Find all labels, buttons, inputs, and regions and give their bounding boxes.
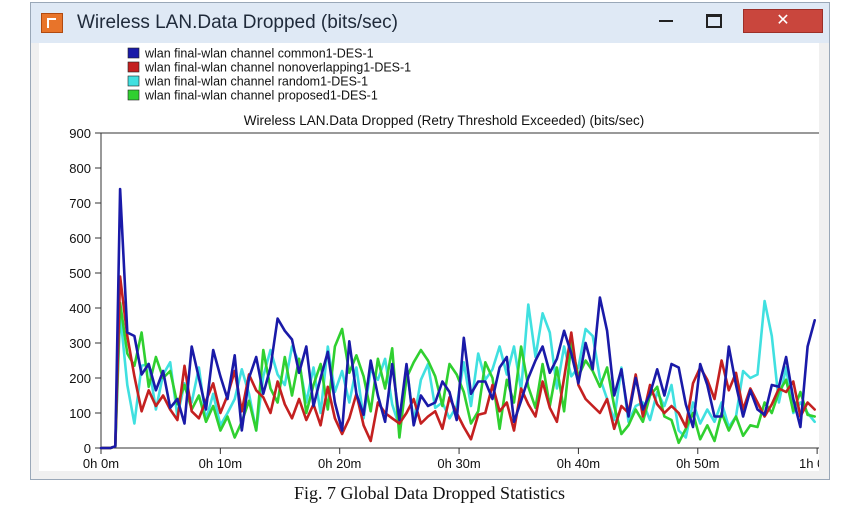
y-tick-label: 600 xyxy=(69,231,91,246)
y-tick-label: 200 xyxy=(69,371,91,386)
legend-swatch xyxy=(127,75,140,87)
chart-svg: Wireless LAN.Data Dropped (Retry Thresho… xyxy=(39,43,819,471)
x-tick-label: 0h 10m xyxy=(199,456,242,471)
x-tick-label: 0h 50m xyxy=(676,456,719,471)
x-axis: 0h 0m 0h 10m 0h 20m 0h 30m 0h 40m 0h 50m 1h 0m xyxy=(83,448,819,471)
legend-label: wlan final-wlan channel proposed1-DES-1 xyxy=(144,89,378,103)
legend-swatch xyxy=(127,47,140,59)
y-tick-label: 300 xyxy=(69,336,91,351)
legend-label: wlan final-wlan channel common1-DES-1 xyxy=(144,47,374,61)
x-tick-label: 1h 0m xyxy=(799,456,819,471)
x-tick-label: 0h 0m xyxy=(83,456,119,471)
minimize-icon xyxy=(659,19,673,22)
series-group xyxy=(99,187,816,450)
title-bar: Wireless LAN.Data Dropped (bits/sec) ✕ xyxy=(31,3,829,43)
y-tick-label: 100 xyxy=(69,406,91,421)
close-button[interactable]: ✕ xyxy=(743,9,823,33)
y-tick-label: 800 xyxy=(69,161,91,176)
y-tick-label: 500 xyxy=(69,266,91,281)
plot-area: Wireless LAN.Data Dropped (Retry Thresho… xyxy=(39,43,819,471)
x-tick-label: 0h 30m xyxy=(437,456,480,471)
close-icon: ✕ xyxy=(776,12,790,29)
window-title: Wireless LAN.Data Dropped (bits/sec) xyxy=(77,12,398,33)
plot-frame xyxy=(100,132,819,449)
y-axis: 0 100 200 300 400 500 600 700 800 900 xyxy=(69,126,101,456)
series-line xyxy=(99,301,816,450)
maximize-button[interactable] xyxy=(694,9,734,33)
legend-swatch xyxy=(127,61,140,73)
legend-label: wlan final-wlan channel random1-DES-1 xyxy=(144,75,368,89)
legend: wlan final-wlan channel common1-DES-1wla… xyxy=(127,47,411,103)
minimize-button[interactable] xyxy=(646,9,686,33)
legend-swatch xyxy=(127,89,140,101)
app-icon xyxy=(41,13,63,33)
maximize-icon xyxy=(706,13,722,28)
legend-label: wlan final-wlan channel nonoverlapping1-… xyxy=(144,61,411,75)
chart-window: Wireless LAN.Data Dropped (bits/sec) ✕ W… xyxy=(30,2,830,480)
y-tick-label: 0 xyxy=(84,441,91,456)
y-tick-label: 900 xyxy=(69,126,91,141)
y-tick-label: 700 xyxy=(69,196,91,211)
x-tick-label: 0h 40m xyxy=(557,456,600,471)
x-tick-label: 0h 20m xyxy=(318,456,361,471)
chart-title: Wireless LAN.Data Dropped (Retry Thresho… xyxy=(244,113,644,128)
series-line xyxy=(99,187,816,450)
figure-caption: Fig. 7 Global Data Dropped Statistics xyxy=(294,483,565,503)
y-tick-label: 400 xyxy=(69,301,91,316)
